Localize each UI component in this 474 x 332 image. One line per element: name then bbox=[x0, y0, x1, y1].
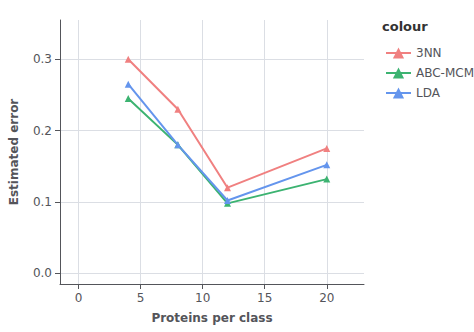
svg-text:colour: colour bbox=[382, 19, 428, 34]
svg-text:3NN: 3NN bbox=[416, 46, 442, 60]
svg-text:5: 5 bbox=[137, 291, 145, 305]
svg-text:10: 10 bbox=[195, 291, 210, 305]
svg-text:Estimated error: Estimated error bbox=[7, 99, 21, 206]
svg-text:LDA: LDA bbox=[416, 86, 441, 100]
svg-text:0.3: 0.3 bbox=[33, 52, 52, 66]
svg-text:0: 0 bbox=[75, 291, 83, 305]
svg-text:20: 20 bbox=[319, 291, 334, 305]
svg-text:0.1: 0.1 bbox=[33, 195, 52, 209]
svg-text:0.0: 0.0 bbox=[33, 266, 52, 280]
svg-text:Proteins per class: Proteins per class bbox=[151, 311, 272, 325]
svg-text:15: 15 bbox=[257, 291, 272, 305]
svg-text:0.2: 0.2 bbox=[33, 124, 52, 138]
svg-text:ABC-MCMC: ABC-MCMC bbox=[416, 66, 474, 80]
